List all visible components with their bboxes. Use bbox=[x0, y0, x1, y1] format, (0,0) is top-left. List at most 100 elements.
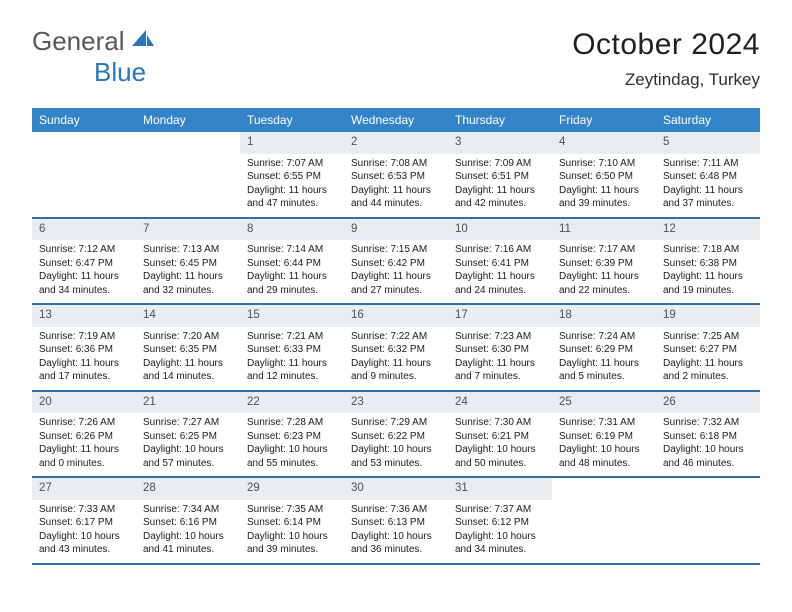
week-row: 27Sunrise: 7:33 AMSunset: 6:17 PMDayligh… bbox=[32, 478, 760, 565]
dow-cell: Thursday bbox=[448, 108, 552, 132]
daylight-text: Daylight: 11 hours and 37 minutes. bbox=[663, 184, 753, 211]
sail-icon bbox=[132, 28, 154, 53]
sunset-text: Sunset: 6:23 PM bbox=[247, 430, 337, 444]
day-cell: 6Sunrise: 7:12 AMSunset: 6:47 PMDaylight… bbox=[32, 219, 136, 304]
dow-row: SundayMondayTuesdayWednesdayThursdayFrid… bbox=[32, 108, 760, 132]
sunset-text: Sunset: 6:12 PM bbox=[455, 516, 545, 530]
day-body: Sunrise: 7:37 AMSunset: 6:12 PMDaylight:… bbox=[448, 500, 552, 563]
daylight-text: Daylight: 10 hours and 55 minutes. bbox=[247, 443, 337, 470]
day-body bbox=[552, 500, 656, 509]
day-number: 12 bbox=[656, 219, 760, 241]
daylight-text: Daylight: 11 hours and 7 minutes. bbox=[455, 357, 545, 384]
sunset-text: Sunset: 6:47 PM bbox=[39, 257, 129, 271]
day-body: Sunrise: 7:32 AMSunset: 6:18 PMDaylight:… bbox=[656, 413, 760, 476]
daylight-text: Daylight: 11 hours and 12 minutes. bbox=[247, 357, 337, 384]
day-cell: 10Sunrise: 7:16 AMSunset: 6:41 PMDayligh… bbox=[448, 219, 552, 304]
sunrise-text: Sunrise: 7:34 AM bbox=[143, 503, 233, 517]
sunrise-text: Sunrise: 7:31 AM bbox=[559, 416, 649, 430]
day-body: Sunrise: 7:09 AMSunset: 6:51 PMDaylight:… bbox=[448, 154, 552, 217]
day-body bbox=[32, 154, 136, 163]
daylight-text: Daylight: 11 hours and 19 minutes. bbox=[663, 270, 753, 297]
sunrise-text: Sunrise: 7:28 AM bbox=[247, 416, 337, 430]
daylight-text: Daylight: 11 hours and 32 minutes. bbox=[143, 270, 233, 297]
sunrise-text: Sunrise: 7:08 AM bbox=[351, 157, 441, 171]
logo-word2: Blue bbox=[94, 59, 154, 85]
day-number: 8 bbox=[240, 219, 344, 241]
day-cell: 31Sunrise: 7:37 AMSunset: 6:12 PMDayligh… bbox=[448, 478, 552, 563]
daylight-text: Daylight: 10 hours and 53 minutes. bbox=[351, 443, 441, 470]
daylight-text: Daylight: 10 hours and 34 minutes. bbox=[455, 530, 545, 557]
daylight-text: Daylight: 10 hours and 43 minutes. bbox=[39, 530, 129, 557]
day-number: 11 bbox=[552, 219, 656, 241]
day-number: 22 bbox=[240, 392, 344, 414]
sunset-text: Sunset: 6:48 PM bbox=[663, 170, 753, 184]
day-body: Sunrise: 7:35 AMSunset: 6:14 PMDaylight:… bbox=[240, 500, 344, 563]
day-cell: 21Sunrise: 7:27 AMSunset: 6:25 PMDayligh… bbox=[136, 392, 240, 477]
daylight-text: Daylight: 11 hours and 34 minutes. bbox=[39, 270, 129, 297]
location: Zeytindag, Turkey bbox=[572, 70, 760, 90]
sunset-text: Sunset: 6:27 PM bbox=[663, 343, 753, 357]
day-number: 2 bbox=[344, 132, 448, 154]
daylight-text: Daylight: 11 hours and 44 minutes. bbox=[351, 184, 441, 211]
day-cell bbox=[552, 478, 656, 563]
sunset-text: Sunset: 6:50 PM bbox=[559, 170, 649, 184]
daylight-text: Daylight: 11 hours and 14 minutes. bbox=[143, 357, 233, 384]
sunrise-text: Sunrise: 7:10 AM bbox=[559, 157, 649, 171]
day-body: Sunrise: 7:08 AMSunset: 6:53 PMDaylight:… bbox=[344, 154, 448, 217]
sunset-text: Sunset: 6:16 PM bbox=[143, 516, 233, 530]
daylight-text: Daylight: 11 hours and 29 minutes. bbox=[247, 270, 337, 297]
day-cell bbox=[656, 478, 760, 563]
day-number: 9 bbox=[344, 219, 448, 241]
sunset-text: Sunset: 6:53 PM bbox=[351, 170, 441, 184]
sunrise-text: Sunrise: 7:30 AM bbox=[455, 416, 545, 430]
day-cell: 7Sunrise: 7:13 AMSunset: 6:45 PMDaylight… bbox=[136, 219, 240, 304]
daylight-text: Daylight: 11 hours and 39 minutes. bbox=[559, 184, 649, 211]
dow-cell: Friday bbox=[552, 108, 656, 132]
dow-cell: Monday bbox=[136, 108, 240, 132]
day-number bbox=[552, 478, 656, 500]
day-cell: 12Sunrise: 7:18 AMSunset: 6:38 PMDayligh… bbox=[656, 219, 760, 304]
logo-text-block: General Blue bbox=[32, 28, 154, 85]
day-number: 1 bbox=[240, 132, 344, 154]
day-cell: 11Sunrise: 7:17 AMSunset: 6:39 PMDayligh… bbox=[552, 219, 656, 304]
day-cell: 16Sunrise: 7:22 AMSunset: 6:32 PMDayligh… bbox=[344, 305, 448, 390]
day-cell: 3Sunrise: 7:09 AMSunset: 6:51 PMDaylight… bbox=[448, 132, 552, 217]
day-body: Sunrise: 7:21 AMSunset: 6:33 PMDaylight:… bbox=[240, 327, 344, 390]
day-body bbox=[656, 500, 760, 509]
sunset-text: Sunset: 6:51 PM bbox=[455, 170, 545, 184]
day-number: 19 bbox=[656, 305, 760, 327]
daylight-text: Daylight: 11 hours and 24 minutes. bbox=[455, 270, 545, 297]
week-row: 6Sunrise: 7:12 AMSunset: 6:47 PMDaylight… bbox=[32, 219, 760, 306]
day-number: 29 bbox=[240, 478, 344, 500]
day-body: Sunrise: 7:25 AMSunset: 6:27 PMDaylight:… bbox=[656, 327, 760, 390]
day-body: Sunrise: 7:12 AMSunset: 6:47 PMDaylight:… bbox=[32, 240, 136, 303]
day-cell: 19Sunrise: 7:25 AMSunset: 6:27 PMDayligh… bbox=[656, 305, 760, 390]
daylight-text: Daylight: 10 hours and 50 minutes. bbox=[455, 443, 545, 470]
day-body: Sunrise: 7:29 AMSunset: 6:22 PMDaylight:… bbox=[344, 413, 448, 476]
dow-cell: Tuesday bbox=[240, 108, 344, 132]
sunset-text: Sunset: 6:13 PM bbox=[351, 516, 441, 530]
day-cell: 1Sunrise: 7:07 AMSunset: 6:55 PMDaylight… bbox=[240, 132, 344, 217]
day-body: Sunrise: 7:16 AMSunset: 6:41 PMDaylight:… bbox=[448, 240, 552, 303]
sunrise-text: Sunrise: 7:29 AM bbox=[351, 416, 441, 430]
day-cell: 28Sunrise: 7:34 AMSunset: 6:16 PMDayligh… bbox=[136, 478, 240, 563]
day-body: Sunrise: 7:15 AMSunset: 6:42 PMDaylight:… bbox=[344, 240, 448, 303]
day-number: 18 bbox=[552, 305, 656, 327]
sunset-text: Sunset: 6:29 PM bbox=[559, 343, 649, 357]
dow-cell: Saturday bbox=[656, 108, 760, 132]
day-cell: 4Sunrise: 7:10 AMSunset: 6:50 PMDaylight… bbox=[552, 132, 656, 217]
sunset-text: Sunset: 6:35 PM bbox=[143, 343, 233, 357]
day-number: 5 bbox=[656, 132, 760, 154]
day-body: Sunrise: 7:19 AMSunset: 6:36 PMDaylight:… bbox=[32, 327, 136, 390]
week-row: 13Sunrise: 7:19 AMSunset: 6:36 PMDayligh… bbox=[32, 305, 760, 392]
day-number: 24 bbox=[448, 392, 552, 414]
sunset-text: Sunset: 6:42 PM bbox=[351, 257, 441, 271]
day-body: Sunrise: 7:33 AMSunset: 6:17 PMDaylight:… bbox=[32, 500, 136, 563]
day-cell: 5Sunrise: 7:11 AMSunset: 6:48 PMDaylight… bbox=[656, 132, 760, 217]
sunset-text: Sunset: 6:44 PM bbox=[247, 257, 337, 271]
daylight-text: Daylight: 10 hours and 48 minutes. bbox=[559, 443, 649, 470]
sunrise-text: Sunrise: 7:12 AM bbox=[39, 243, 129, 257]
day-body: Sunrise: 7:31 AMSunset: 6:19 PMDaylight:… bbox=[552, 413, 656, 476]
sunrise-text: Sunrise: 7:16 AM bbox=[455, 243, 545, 257]
day-number: 26 bbox=[656, 392, 760, 414]
